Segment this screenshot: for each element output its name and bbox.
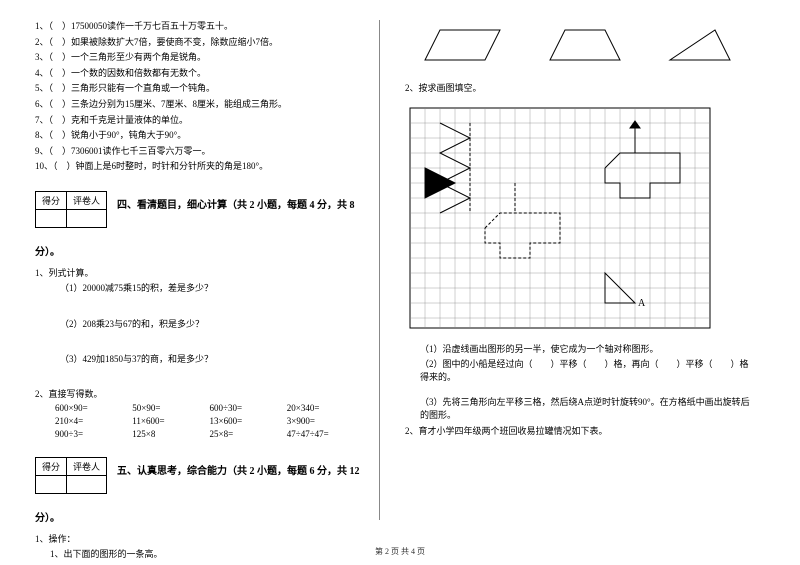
s4-q2: 2、直接写得数。 [35,387,364,400]
trapezoid-shape [540,20,630,70]
s5-sub1: （1）沿虚线画出图形的另一半，使它成为一个轴对称图形。 [405,343,755,356]
score-header: 评卷人 [67,191,107,209]
s4-q1: 1、列式计算。 [35,266,364,279]
judge-item: 8、（ ）锐角小于90°，钝角大于90°。 [35,129,364,142]
s4-q1-3: （3）429加1850与37的商，和是多少？ [35,353,364,366]
judge-item: 9、（ ）7306001读作七千三百零六万零一。 [35,145,364,158]
section4-title: 四、看清题目，细心计算（共 2 小题，每题 4 分，共 8 [117,200,355,211]
grid-drawing: A [405,103,755,335]
calc-row: 600×90= 50×90= 600÷30= 20×340= [35,403,364,413]
section4-title2: 分）。 [35,247,60,258]
s4-q1-2: （2）208乘23与67的和，积是多少？ [35,318,364,331]
s5-sub2: （2）图中的小船是经过向（ ）平移（ ）格，再向（ ）平移（ ）格得来的。 [405,358,755,383]
score-header: 得分 [36,457,67,475]
s5-sub3: （3）先将三角形向左平移三格，然后绕A点逆时针旋转90°。在方格纸中画出旋转后的… [405,396,755,421]
section5-title2: 分）。 [35,513,60,524]
s5-q2b: 2、育才小学四年级两个班回收易拉罐情况如下表。 [405,425,755,438]
judge-item: 6、（ ）三条边分别为15厘米、7厘米、8厘米，能组成三角形。 [35,98,364,111]
judge-item: 4、（ ）一个数的因数和倍数都有无数个。 [35,67,364,80]
triangle-shape [660,20,740,70]
score-box: 得分 评卷人 [35,457,107,494]
judge-item: 10、（ ）钟面上是6时整时，时针和分针所夹的角是180°。 [35,160,364,173]
parallelogram-shape [420,20,510,70]
judge-item: 7、（ ）克和千克是计量液体的单位。 [35,114,364,127]
left-column: 1、（ ）17500050读作一千万七百五十万零五十。 2、（ ）如果被除数扩大… [35,20,380,520]
right-column: 2、按求画图填空。 [400,20,755,520]
calc-row: 900÷3= 125×8 25×8= 47÷47÷47= [35,429,364,439]
s5-q2: 2、按求画图填空。 [405,82,755,95]
page-footer: 第 2 页 共 4 页 [0,546,800,557]
judge-item: 3、（ ）一个三角形至少有两个角是锐角。 [35,51,364,64]
judge-item: 5、（ ）三角形只能有一个直角或一个钝角。 [35,82,364,95]
calc-row: 210×4= 11×600= 13×600= 3×900= [35,416,364,426]
s4-q1-1: （1）20000减75乘15的积，差是多少？ [35,282,364,295]
judge-item: 2、（ ）如果被除数扩大7倍，要使商不变，除数应缩小7倍。 [35,36,364,49]
shapes-row [405,20,755,70]
s5-q1: 1、操作： [35,532,364,545]
score-header: 评卷人 [67,457,107,475]
score-box: 得分 评卷人 [35,191,107,228]
score-header: 得分 [36,191,67,209]
judge-item: 1、（ ）17500050读作一千万七百五十万零五十。 [35,20,364,33]
section5-title: 五、认真思考，综合能力（共 2 小题，每题 6 分，共 12 [117,466,360,477]
label-a: A [638,298,646,309]
